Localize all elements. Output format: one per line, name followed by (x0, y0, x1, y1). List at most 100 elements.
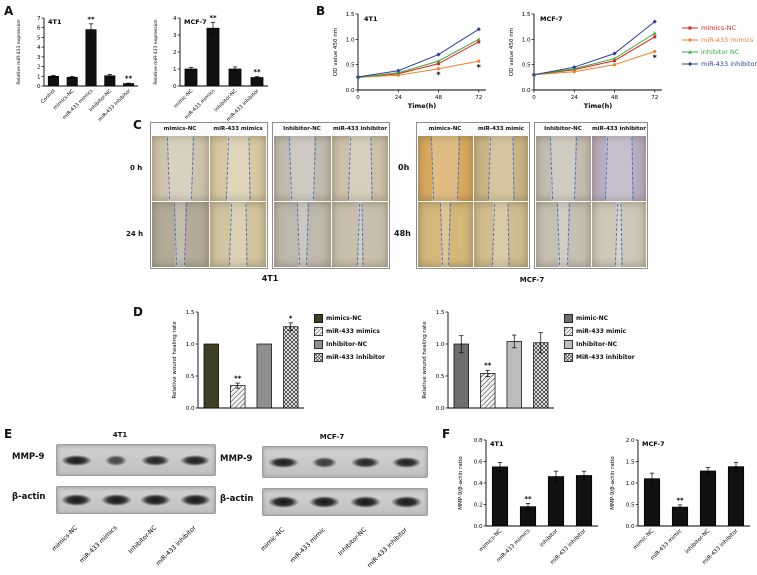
protein-band (312, 456, 337, 468)
svg-text:*: * (653, 53, 658, 62)
panel-label-d: D (133, 305, 143, 319)
legend-item: miR-433 mimics (682, 36, 757, 44)
svg-text:Time(h): Time(h) (408, 102, 436, 110)
svg-text:**: ** (484, 362, 492, 370)
wound-edge-line (245, 202, 248, 267)
svg-text:3: 3 (37, 55, 41, 61)
micrograph-tile (591, 136, 646, 201)
micrograph-tile (536, 202, 591, 267)
caption-4t1: 4T1 (261, 274, 279, 283)
svg-text:4T1: 4T1 (490, 440, 504, 448)
mmp9-label-4t1: MMP-9 (12, 452, 45, 462)
protein-band (179, 494, 211, 506)
svg-text:0.0: 0.0 (474, 524, 483, 530)
svg-text:inhibitor-NC: inhibitor-NC (684, 528, 711, 555)
wound-edge-line (620, 202, 623, 267)
blot-strip-mmp9-4t1 (56, 444, 216, 476)
micrograph-tile (473, 136, 528, 201)
wound-edge-line (370, 136, 373, 201)
svg-text:0.8: 0.8 (474, 438, 483, 444)
svg-text:miR-433 inhibitor: miR-433 inhibitor (97, 88, 132, 123)
svg-text:0.4: 0.4 (474, 481, 483, 487)
micrograph-tile (591, 202, 646, 267)
panel-label-f: F (442, 427, 451, 441)
svg-text:MMP-9/β-actin ratio: MMP-9/β-actin ratio (610, 456, 616, 510)
svg-text:OD value 450 nm: OD value 450 nm (333, 28, 339, 76)
micrograph-tile (152, 202, 209, 267)
svg-text:0: 0 (532, 95, 536, 101)
row-label-24h-4t1: 24 h (126, 230, 144, 238)
svg-text:*: * (477, 63, 482, 72)
svg-text:Inhibitor-NC: Inhibitor-NC (337, 526, 368, 557)
micrograph-tile (209, 136, 266, 201)
caption-mcf7: MCF-7 (519, 276, 545, 284)
column-header: miR-433 mimics (213, 126, 263, 132)
svg-text:mimics-NC: mimics-NC (478, 528, 503, 553)
svg-text:2: 2 (37, 65, 41, 71)
svg-text:1.5: 1.5 (626, 460, 635, 466)
column-header: miR-433 mimic (477, 126, 525, 132)
micrograph-box: Inhibitor-NC miR-433 inhibitor (272, 122, 390, 269)
protein-band (105, 454, 128, 466)
svg-text:72: 72 (651, 95, 658, 101)
protein-band (268, 456, 299, 468)
svg-text:0.5: 0.5 (522, 63, 531, 69)
legend-item: miR-433 mimic (564, 327, 635, 336)
svg-text:0.5: 0.5 (436, 374, 445, 380)
proliferation-legend: mimics-NC miR-433 mimics inhibitor NC miR-4… (682, 24, 757, 72)
wound-edge-line (512, 136, 515, 201)
legend-item: miR-433 inhibitor (682, 60, 757, 68)
protein-band (267, 496, 300, 508)
svg-text:3: 3 (173, 33, 177, 39)
svg-text:0: 0 (37, 84, 41, 90)
column-header: mimics-NC (428, 126, 462, 132)
svg-text:**: ** (524, 495, 532, 503)
blot-title-mcf7: MCF-7 (319, 433, 345, 441)
legend-item: miR-433 mimics (314, 327, 385, 336)
protein-band (391, 456, 422, 468)
line-chart-proliferation-4t1: 0.0 0.5 1.0 1.5 0 24 48 72 * * 4T1 OD value 450 nm T… (330, 6, 494, 114)
svg-text:0.0: 0.0 (346, 88, 355, 94)
svg-text:Relative wound healing rate: Relative wound healing rate (422, 321, 428, 399)
svg-text:1.5: 1.5 (522, 12, 531, 18)
bar-chart-mir433-expression-4t1: 0 1 2 3 4 5 6 7 Control mimics-NC ** miR-433 mimics… (14, 8, 142, 136)
svg-text:6: 6 (37, 26, 41, 32)
blot-title-4t1: 4T1 (112, 431, 128, 439)
svg-text:72: 72 (475, 95, 482, 101)
svg-text:MMP-9/β-actin ratio: MMP-9/β-actin ratio (458, 456, 464, 510)
svg-text:Relative miR-433 expression: Relative miR-433 expression (16, 19, 22, 84)
bar-chart-mmp9-ratio-4t1: 0.0 0.2 0.4 0.6 0.8 mimics-NC ** miR-433 mimics… (456, 428, 604, 575)
svg-text:1.0: 1.0 (186, 342, 195, 348)
svg-text:24: 24 (395, 95, 402, 101)
svg-text:0.0: 0.0 (522, 88, 531, 94)
micrograph-tile (331, 136, 388, 201)
column-header: miR-433 inhibitor (591, 126, 647, 132)
protein-band (308, 496, 341, 508)
svg-text:1.5: 1.5 (346, 12, 355, 18)
svg-text:MCF-7: MCF-7 (540, 15, 563, 23)
svg-text:1.0: 1.0 (346, 37, 355, 43)
svg-text:**: ** (253, 68, 261, 76)
svg-text:1: 1 (173, 67, 177, 73)
wound-grid-mcf7: mimics-NC miR-433 mimic Inhibitor-NC miR-43… (416, 122, 648, 269)
micrograph-tile (209, 202, 266, 267)
column-header: mimics-NC (163, 126, 197, 132)
svg-text:0.5: 0.5 (186, 374, 195, 380)
column-header: Inhibitor-NC (283, 126, 321, 132)
svg-text:**: ** (676, 496, 684, 504)
svg-text:**: ** (125, 75, 133, 83)
micrograph-tile (331, 202, 388, 267)
legend-item: mimics-NC (682, 24, 757, 32)
svg-text:1.5: 1.5 (186, 310, 195, 316)
protein-band (390, 496, 423, 508)
svg-text:MCF-7: MCF-7 (184, 18, 207, 26)
protein-band (180, 454, 211, 466)
svg-text:mimics-NC: mimics-NC (51, 524, 80, 553)
protein-band (351, 456, 380, 468)
svg-text:Relative miR-433 expression: Relative miR-433 expression (153, 19, 159, 84)
svg-text:Control: Control (40, 88, 57, 105)
svg-text:mimic-NC: mimic-NC (632, 528, 655, 551)
lane-labels-4t1: mimics-NC miR-433 mimics Inhibitor-NC miR-4… (24, 518, 244, 574)
svg-text:1.0: 1.0 (436, 342, 445, 348)
micrograph-tile (274, 202, 331, 267)
